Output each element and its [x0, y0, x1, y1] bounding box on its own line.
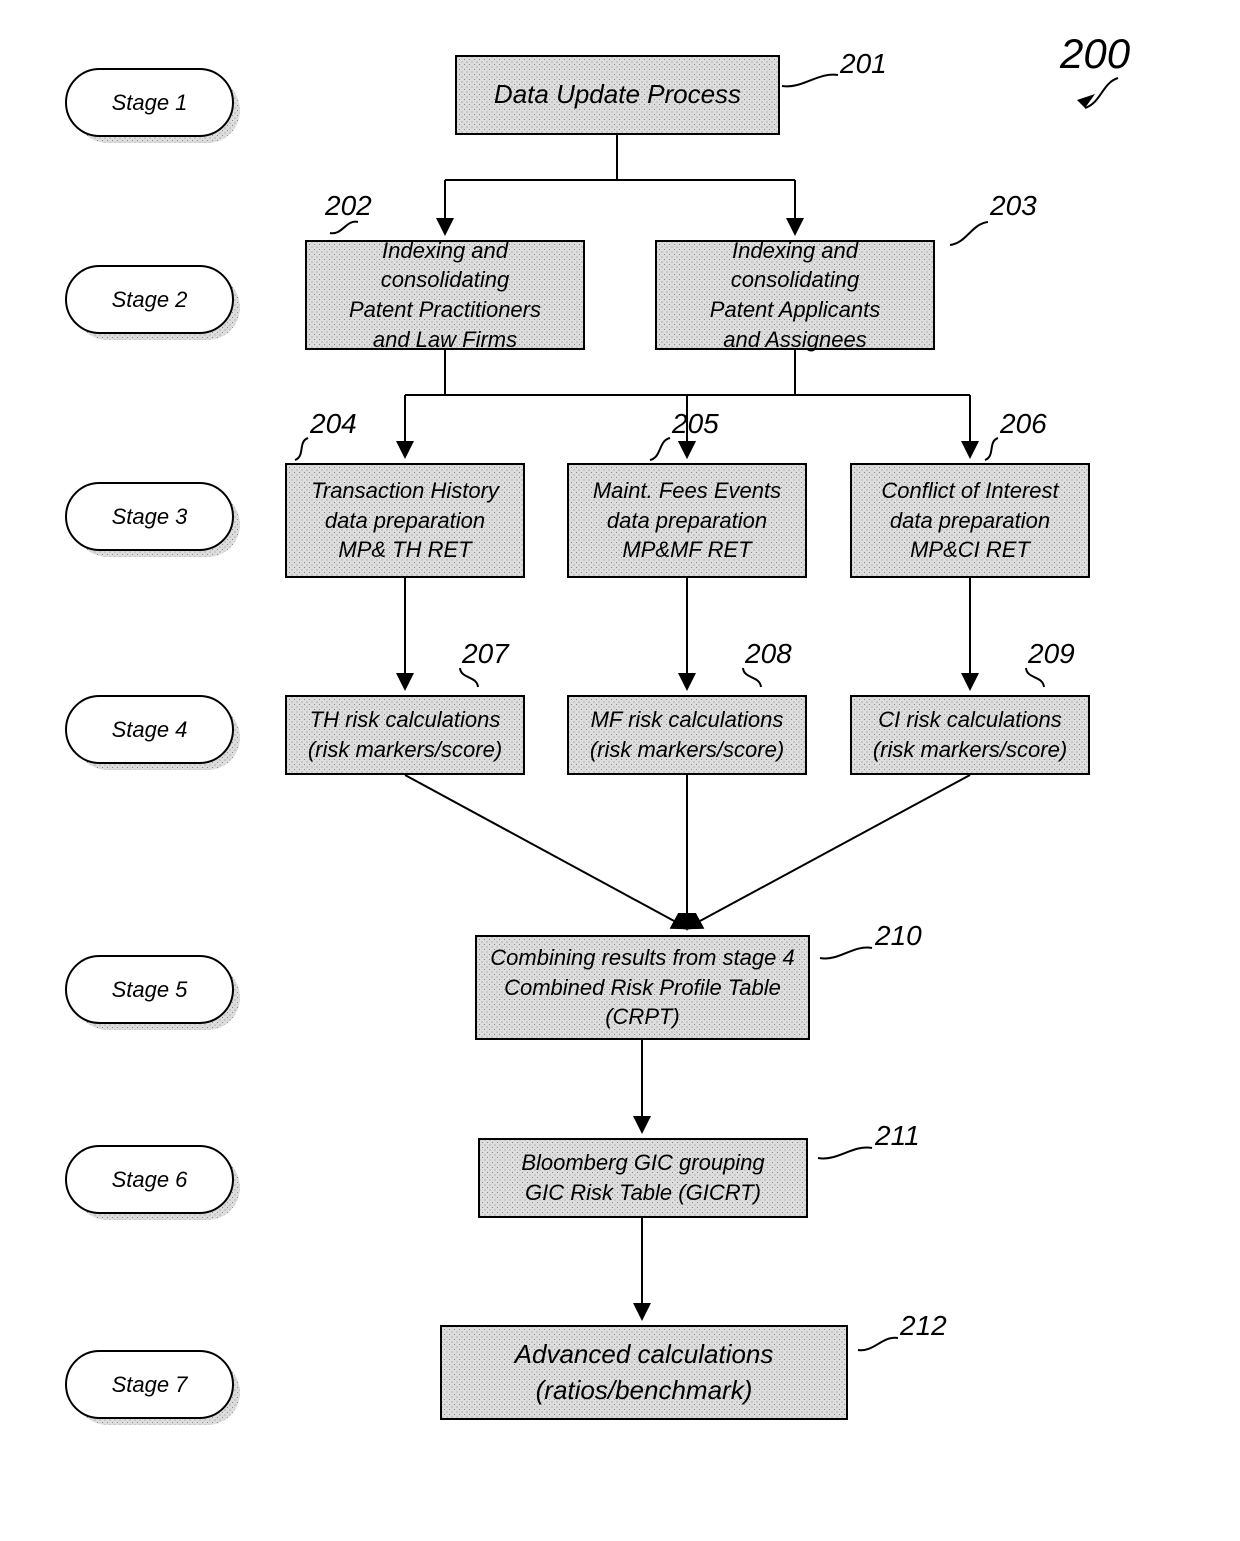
flow-box-line: TH risk calculations: [310, 705, 501, 735]
flow-box-207: TH risk calculations(risk markers/score): [285, 695, 525, 775]
flow-box-line: Advanced calculations: [515, 1337, 774, 1372]
flow-box-line: MF risk calculations: [591, 705, 784, 735]
stage-pill-6: Stage 6: [65, 1145, 234, 1214]
flow-box-line: data preparation: [607, 506, 767, 536]
flow-box-line: and Law Firms: [373, 325, 517, 355]
reference-number-205: 205: [672, 408, 719, 440]
flow-box-line: (ratios/benchmark): [536, 1373, 753, 1408]
reference-number-209: 209: [1028, 638, 1075, 670]
flow-box-line: GIC Risk Table (GICRT): [525, 1178, 761, 1208]
reference-number-203: 203: [990, 190, 1037, 222]
stage-pill-1: Stage 1: [65, 68, 234, 137]
reference-number-206: 206: [1000, 408, 1047, 440]
flow-box-line: (risk markers/score): [873, 735, 1067, 765]
reference-number-208: 208: [745, 638, 792, 670]
flow-box-205: Maint. Fees Eventsdata preparationMP&MF …: [567, 463, 807, 578]
reference-number-204: 204: [310, 408, 357, 440]
stage-pill-3: Stage 3: [65, 482, 234, 551]
reference-number-207: 207: [462, 638, 509, 670]
reference-number-211: 211: [875, 1120, 920, 1152]
flow-box-line: MP& TH RET: [338, 535, 471, 565]
flow-box-line: Patent Practitioners: [349, 295, 541, 325]
flow-box-line: Patent Applicants: [710, 295, 880, 325]
flow-box-line: (risk markers/score): [308, 735, 502, 765]
flow-box-line: data preparation: [890, 506, 1050, 536]
flow-box-line: Transaction History: [311, 476, 499, 506]
flow-box-line: MP&CI RET: [910, 535, 1030, 565]
flow-box-204: Transaction Historydata preparationMP& T…: [285, 463, 525, 578]
flow-box-line: Conflict of Interest: [881, 476, 1058, 506]
flow-box-line: Maint. Fees Events: [593, 476, 781, 506]
flow-box-line: Data Update Process: [494, 77, 741, 112]
flow-box-210: Combining results from stage 4Combined R…: [475, 935, 810, 1040]
stage-pill-5: Stage 5: [65, 955, 234, 1024]
figure-number: 200: [1060, 30, 1130, 78]
flow-box-206: Conflict of Interestdata preparationMP&C…: [850, 463, 1090, 578]
stage-pill-2: Stage 2: [65, 265, 234, 334]
flow-box-line: data preparation: [325, 506, 485, 536]
flow-box-201: Data Update Process: [455, 55, 780, 135]
flow-box-202: Indexing and consolidatingPatent Practit…: [305, 240, 585, 350]
flow-box-208: MF risk calculations(risk markers/score): [567, 695, 807, 775]
reference-number-201: 201: [840, 48, 887, 80]
flow-box-203: Indexing and consolidatingPatent Applica…: [655, 240, 935, 350]
stage-pill-4: Stage 4: [65, 695, 234, 764]
flow-box-line: Combined Risk Profile Table: [504, 973, 781, 1003]
stage-pill-7: Stage 7: [65, 1350, 234, 1419]
flow-box-line: Indexing and consolidating: [665, 236, 925, 295]
flow-box-line: and Assignees: [723, 325, 867, 355]
flow-box-line: Combining results from stage 4: [490, 943, 794, 973]
flow-box-212: Advanced calculations(ratios/benchmark): [440, 1325, 848, 1420]
flow-box-line: Bloomberg GIC grouping: [521, 1148, 764, 1178]
flow-box-209: CI risk calculations(risk markers/score): [850, 695, 1090, 775]
reference-number-212: 212: [900, 1310, 947, 1342]
flow-box-line: (CRPT): [605, 1002, 680, 1032]
reference-number-210: 210: [875, 920, 922, 952]
flow-box-line: CI risk calculations: [878, 705, 1061, 735]
flow-box-line: Indexing and consolidating: [315, 236, 575, 295]
flow-box-line: MP&MF RET: [622, 535, 751, 565]
flow-box-line: (risk markers/score): [590, 735, 784, 765]
reference-number-202: 202: [325, 190, 372, 222]
flow-box-211: Bloomberg GIC groupingGIC Risk Table (GI…: [478, 1138, 808, 1218]
